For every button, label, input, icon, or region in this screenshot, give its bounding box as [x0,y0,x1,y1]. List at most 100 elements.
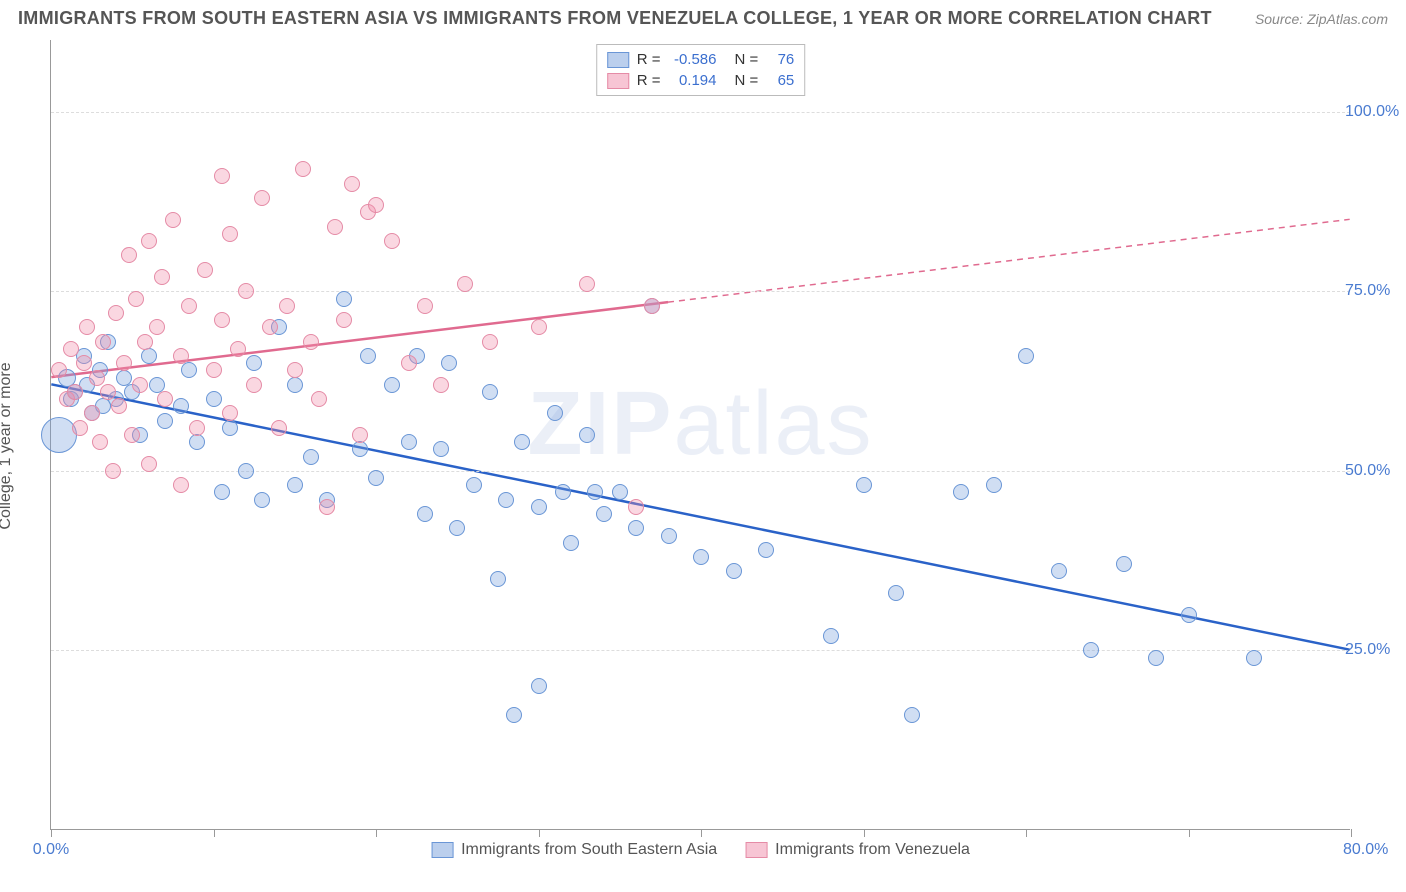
plot-area: ZIPatlas R = -0.586 N = 76 R = 0.194 N =… [50,40,1350,830]
scatter-point [95,334,111,350]
scatter-point [311,391,327,407]
scatter-point [214,484,230,500]
legend-n-value: 65 [766,72,794,89]
scatter-point [238,283,254,299]
scatter-point [111,398,127,414]
scatter-point [254,492,270,508]
scatter-point [165,212,181,228]
title-bar: IMMIGRANTS FROM SOUTH EASTERN ASIA VS IM… [18,8,1388,29]
scatter-point [214,168,230,184]
scatter-point [157,413,173,429]
x-tick-label: 0.0% [33,841,69,859]
scatter-point [1018,348,1034,364]
x-tick-label: 80.0% [1343,841,1398,859]
scatter-point [214,312,230,328]
scatter-point [466,477,482,493]
scatter-point [295,161,311,177]
scatter-point [482,384,498,400]
scatter-point [1116,556,1132,572]
scatter-point [181,362,197,378]
scatter-point [141,348,157,364]
legend-r-value: -0.586 [669,51,717,68]
scatter-point [661,528,677,544]
scatter-point [1148,650,1164,666]
legend-r-label: R = [637,72,661,89]
scatter-point [433,441,449,457]
trend-line-solid [51,384,1349,649]
scatter-point [579,427,595,443]
scatter-point [262,319,278,335]
scatter-point [105,463,121,479]
watermark-bold: ZIP [527,374,673,474]
legend-swatch [431,842,453,858]
gridline-h [51,112,1350,113]
legend-swatch [745,842,767,858]
scatter-point [336,291,352,307]
y-tick-label: 50.0% [1345,462,1400,480]
scatter-point [116,355,132,371]
trend-line-dashed [668,219,1350,302]
scatter-point [287,377,303,393]
scatter-point [531,678,547,694]
legend-series-label: Immigrants from South Eastern Asia [461,841,717,859]
scatter-point [271,420,287,436]
scatter-point [63,341,79,357]
scatter-point [612,484,628,500]
legend-bottom-item: Immigrants from Venezuela [745,841,970,859]
legend-bottom-item: Immigrants from South Eastern Asia [431,841,717,859]
scatter-point [303,449,319,465]
scatter-point [1181,607,1197,623]
x-tick [864,829,865,837]
trend-lines [51,40,1350,829]
scatter-point [1246,650,1262,666]
scatter-point [628,520,644,536]
legend-n-value: 76 [766,51,794,68]
scatter-point [758,542,774,558]
x-tick [1351,829,1352,837]
scatter-point [856,477,872,493]
scatter-point [154,269,170,285]
scatter-point [352,427,368,443]
scatter-point [344,176,360,192]
scatter-point [197,262,213,278]
scatter-point [693,549,709,565]
scatter-point [132,377,148,393]
scatter-point [303,334,319,350]
scatter-point [506,707,522,723]
scatter-point [137,334,153,350]
chart-title: IMMIGRANTS FROM SOUTH EASTERN ASIA VS IM… [18,8,1212,29]
legend-n-label: N = [735,51,759,68]
scatter-point [79,319,95,335]
scatter-point [121,247,137,263]
legend-series-label: Immigrants from Venezuela [775,841,970,859]
scatter-point [173,348,189,364]
scatter-point [384,233,400,249]
scatter-point [433,377,449,393]
scatter-point [490,571,506,587]
scatter-point [189,434,205,450]
scatter-point [279,298,295,314]
scatter-point [124,427,140,443]
scatter-point [189,420,205,436]
scatter-point [319,499,335,515]
y-tick-label: 75.0% [1345,282,1400,300]
x-tick [51,829,52,837]
scatter-point [76,355,92,371]
scatter-point [514,434,530,450]
x-tick [701,829,702,837]
y-axis-label: College, 1 year or more [0,362,15,529]
legend-swatch [607,52,629,68]
scatter-point [287,477,303,493]
legend-r-label: R = [637,51,661,68]
scatter-point [368,470,384,486]
legend-top: R = -0.586 N = 76 R = 0.194 N = 65 [596,44,806,96]
scatter-point [360,348,376,364]
scatter-point [141,233,157,249]
scatter-point [579,276,595,292]
scatter-point [441,355,457,371]
scatter-point [238,463,254,479]
scatter-point [368,197,384,213]
scatter-point [628,499,644,515]
scatter-point [206,391,222,407]
watermark: ZIPatlas [527,373,873,476]
